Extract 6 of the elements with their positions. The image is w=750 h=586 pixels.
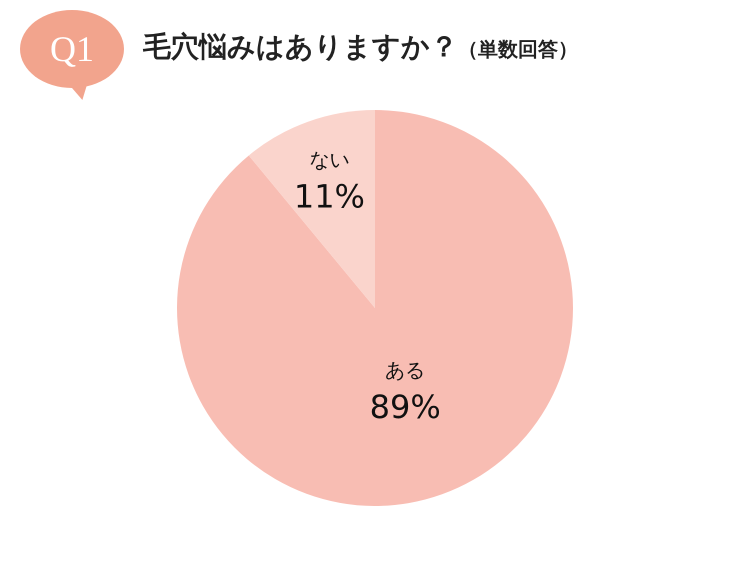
slice-label: ある	[385, 358, 426, 382]
data-label: 11%	[294, 178, 365, 216]
chart-subtitle: （単数回答）	[458, 37, 578, 61]
slice-label: ない	[309, 148, 350, 172]
chart-title: 毛穴悩みはありますか？	[143, 30, 458, 63]
data-label: 89%	[370, 388, 441, 426]
